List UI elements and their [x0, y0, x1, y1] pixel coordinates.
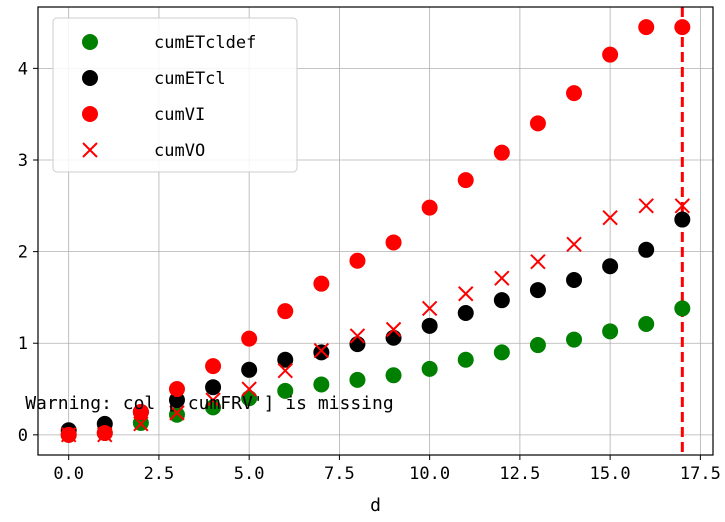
- data-point: [493, 344, 510, 361]
- data-point: [674, 300, 691, 317]
- data-point: [566, 272, 583, 289]
- data-point: [529, 115, 546, 132]
- data-point: [638, 198, 654, 214]
- data-point: [566, 331, 583, 348]
- data-point: [205, 392, 221, 408]
- x-tick-label: 15.0: [590, 464, 631, 484]
- data-point: [674, 198, 691, 214]
- y-tick-label: 3: [18, 151, 28, 171]
- data-point: [457, 351, 474, 368]
- legend-label: cumETcldef: [154, 33, 256, 53]
- data-point: [349, 252, 366, 269]
- legend-box: [52, 17, 298, 173]
- data-point: [313, 275, 330, 292]
- data-point: [313, 344, 330, 361]
- legend-marker: [82, 70, 98, 86]
- data-point: [638, 241, 655, 258]
- data-point: [241, 381, 257, 397]
- data-point: [168, 392, 185, 409]
- x-tick-label: 2.5: [144, 464, 175, 484]
- data-point: [205, 379, 222, 396]
- x-tick-label: 17.5: [680, 464, 721, 484]
- series-cumETcldef: [60, 300, 691, 443]
- data-point: [96, 425, 113, 442]
- warning-annotation: Warning: col ['cumFRV'] is missing: [25, 393, 393, 414]
- data-point: [674, 211, 691, 228]
- x-tick-label: 0.0: [53, 464, 84, 484]
- data-point: [349, 336, 366, 353]
- y-tick-label: 2: [18, 243, 28, 263]
- data-point: [349, 371, 366, 388]
- data-point: [205, 358, 222, 375]
- data-point: [602, 258, 619, 275]
- legend-marker: [82, 106, 98, 122]
- data-point: [566, 85, 583, 102]
- x-tick-label: 5.0: [234, 464, 265, 484]
- data-point: [241, 330, 258, 347]
- x-tick-label: 7.5: [324, 464, 355, 484]
- data-point: [602, 210, 618, 226]
- legend-label: cumETcl: [154, 69, 226, 89]
- legend-marker: [82, 142, 98, 158]
- data-point: [168, 406, 185, 423]
- data-point: [385, 234, 402, 251]
- legend: cumETcldef cumETcl cumVI cumVO: [52, 17, 298, 173]
- y-tick-label: 1: [18, 334, 28, 354]
- series-cumVO: [60, 198, 691, 443]
- legend-marker: [82, 34, 98, 50]
- data-point: [277, 382, 294, 399]
- data-point: [168, 381, 185, 398]
- data-point: [493, 292, 510, 309]
- x-tick-label: 10.0: [409, 464, 450, 484]
- data-point: [421, 360, 438, 377]
- data-point: [241, 361, 258, 378]
- data-point: [638, 315, 655, 332]
- data-point: [385, 321, 402, 338]
- data-point: [97, 427, 113, 443]
- data-point: [132, 403, 149, 420]
- data-point: [313, 342, 330, 359]
- y-tick-label: 0: [18, 426, 28, 446]
- data-point: [529, 282, 546, 299]
- data-point: [457, 304, 474, 321]
- legend-label: cumVI: [154, 105, 205, 125]
- data-point: [421, 300, 438, 317]
- plot-area-frame: [37, 6, 714, 456]
- data-point: [674, 19, 691, 36]
- data-point: [421, 317, 438, 334]
- data-point: [313, 376, 330, 393]
- x-tick-label: 12.5: [499, 464, 540, 484]
- data-point: [277, 303, 294, 320]
- data-point: [458, 286, 474, 302]
- data-point: [566, 236, 582, 252]
- data-point: [529, 337, 546, 354]
- data-point: [638, 19, 655, 36]
- x-axis-label: d: [370, 495, 381, 516]
- data-point: [277, 363, 293, 379]
- data-point: [385, 329, 402, 346]
- data-point: [385, 367, 402, 384]
- data-point: [530, 253, 546, 270]
- data-point: [457, 172, 474, 189]
- data-point: [602, 323, 619, 340]
- y-tick-label: 4: [18, 59, 28, 79]
- data-point: [493, 144, 510, 161]
- legend-label: cumVO: [154, 141, 205, 161]
- data-point: [277, 351, 294, 368]
- data-point: [133, 416, 149, 432]
- data-point: [421, 199, 438, 216]
- data-points: [60, 19, 691, 443]
- data-point: [60, 427, 77, 443]
- data-point: [494, 270, 510, 286]
- data-point: [349, 328, 366, 344]
- data-point: [602, 46, 619, 63]
- axis-ticks: 0.0 2.5 5.0 7.5 10.0 12.5 15.0 17.5 0 1 2 3 4: [18, 59, 721, 484]
- data-point: [169, 405, 185, 421]
